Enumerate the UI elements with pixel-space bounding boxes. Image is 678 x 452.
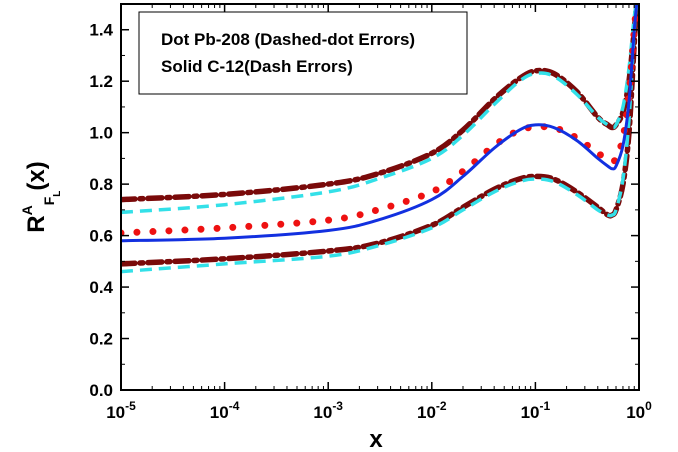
legend-box — [138, 11, 468, 95]
y-tick-label: 1.4 — [89, 21, 113, 40]
series-line-solid-5 — [121, 4, 639, 243]
y-tick-label: 0.8 — [89, 175, 113, 194]
y-tick-label: 0.4 — [89, 278, 113, 297]
series-line-dash-3 — [121, 4, 639, 274]
x-tick-label: 10-2 — [417, 399, 447, 422]
y-axis-title: RAFL(x) — [19, 161, 63, 232]
plot-frame — [120, 3, 640, 391]
y-tick-label: 1.0 — [89, 124, 113, 143]
x-tick-label: 10-4 — [210, 399, 240, 422]
series-line-dash-2 — [121, 4, 639, 215]
x-tick-label: 100 — [626, 399, 652, 422]
y-tick-label: 0.6 — [89, 227, 113, 246]
series-layer — [121, 4, 639, 274]
legend: Dot Pb-208 (Dashed-dot Errors) Solid C-1… — [138, 11, 468, 95]
legend-entry-c12: Solid C-12(Dash Errors) — [161, 57, 353, 76]
series-line-dot-4 — [121, 4, 639, 237]
x-tick-label: 10-1 — [521, 399, 551, 422]
y-tick-label: 0.2 — [89, 330, 113, 349]
x-tick-label: 10-5 — [106, 399, 136, 422]
x-tick-label: 10-3 — [313, 399, 343, 422]
series-line-dashdot-0 — [121, 4, 639, 203]
x-axis-title: x — [369, 426, 383, 452]
y-tick-label: 1.2 — [89, 72, 113, 91]
legend-entry-pb208: Dot Pb-208 (Dashed-dot Errors) — [161, 30, 415, 49]
y-tick-label: 0.0 — [89, 381, 113, 400]
